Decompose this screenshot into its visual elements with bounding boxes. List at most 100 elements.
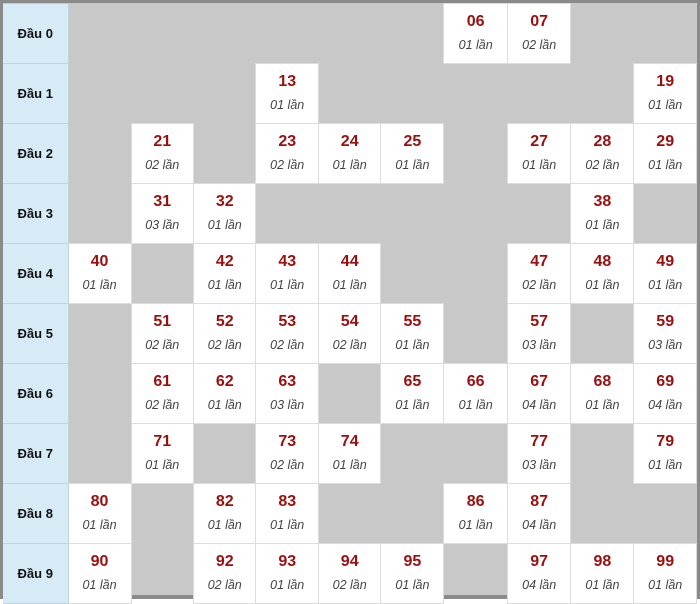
number-cell: 42 01 lần — [192, 243, 257, 304]
empty-cell — [68, 424, 131, 484]
empty-cell — [444, 244, 508, 304]
row-header: Đầu 6 — [3, 363, 69, 424]
number-value: 28 — [593, 133, 612, 150]
number-value: 57 — [530, 313, 549, 330]
number-cell: 99 01 lần — [633, 543, 697, 604]
number-cell: 98 01 lần — [570, 543, 635, 604]
number-cell: 74 01 lần — [317, 423, 382, 484]
number-cell: 24 01 lần — [317, 123, 382, 184]
empty-cell — [68, 304, 131, 364]
table-row: Đầu 8 80 01 lần 82 01 lần 83 01 lần 86 01 lần 87 0… — [3, 483, 697, 544]
number-value: 44 — [340, 253, 359, 270]
occurrence-count: 01 lần — [207, 518, 242, 532]
table-row: Đầu 1 13 01 lần 19 01 lần — [3, 63, 697, 124]
empty-cell — [131, 244, 193, 304]
number-value: 48 — [593, 253, 612, 270]
number-value: 53 — [278, 313, 297, 330]
number-cell: 38 01 lần — [570, 183, 635, 244]
number-cell: 29 01 lần — [633, 123, 697, 184]
number-cell: 51 02 lần — [130, 303, 194, 364]
empty-cell — [193, 4, 255, 64]
number-cell: 69 04 lần — [633, 363, 697, 424]
row-header: Đầu 9 — [3, 543, 69, 604]
empty-cell — [571, 4, 634, 64]
occurrence-count: 04 lần — [522, 398, 557, 412]
empty-cell — [571, 304, 634, 364]
table-row: Đầu 3 31 03 lần 32 01 lần 38 01 lần — [3, 183, 697, 244]
occurrence-count: 01 lần — [270, 278, 305, 292]
row-header: Đầu 8 — [3, 483, 69, 544]
occurrence-count: 01 lần — [270, 98, 305, 112]
occurrence-count: 01 lần — [207, 278, 242, 292]
empty-cell — [571, 484, 634, 544]
row-header: Đầu 1 — [3, 63, 69, 124]
number-cell: 71 01 lần — [130, 423, 194, 484]
number-cell: 95 01 lần — [380, 543, 445, 604]
occurrence-count: 01 lần — [522, 158, 557, 172]
occurrence-count: 01 lần — [458, 38, 493, 52]
occurrence-count: 02 lần — [145, 398, 180, 412]
occurrence-count: 02 lần — [145, 158, 180, 172]
number-cell: 40 01 lần — [67, 243, 132, 304]
occurrence-count: 02 lần — [522, 278, 557, 292]
occurrence-count: 01 lần — [332, 458, 367, 472]
occurrence-count: 01 lần — [585, 278, 620, 292]
occurrence-count: 02 lần — [207, 338, 242, 352]
occurrence-count: 01 lần — [332, 158, 367, 172]
empty-cell — [68, 364, 131, 424]
number-cell: 67 04 lần — [506, 363, 572, 424]
number-value: 90 — [90, 553, 109, 570]
table-row: Đầu 2 21 02 lần 23 02 lần 24 01 lần 25 01 lần 27 0… — [3, 123, 697, 184]
number-cell: 92 02 lần — [192, 543, 257, 604]
empty-cell — [318, 4, 380, 64]
empty-cell — [381, 64, 444, 124]
occurrence-count: 01 lần — [585, 578, 620, 592]
empty-cell — [444, 184, 508, 244]
empty-cell — [381, 424, 444, 484]
number-value: 80 — [90, 493, 109, 510]
number-cell: 53 02 lần — [255, 303, 319, 364]
number-cell: 23 02 lần — [255, 123, 319, 184]
number-value: 42 — [215, 253, 234, 270]
occurrence-count: 02 lần — [207, 578, 242, 592]
empty-cell — [634, 484, 697, 544]
number-cell: 77 03 lần — [506, 423, 572, 484]
number-value: 83 — [278, 493, 297, 510]
occurrence-count: 01 lần — [648, 278, 683, 292]
table-row: Đầu 4 40 01 lần 42 01 lần 43 01 lần 44 01 lần 47 0… — [3, 243, 697, 304]
number-cell: 57 03 lần — [506, 303, 572, 364]
occurrence-count: 02 lần — [522, 38, 557, 52]
number-value: 62 — [215, 373, 234, 390]
number-cell: 63 03 lần — [255, 363, 319, 424]
empty-cell — [507, 184, 571, 244]
occurrence-count: 02 lần — [270, 158, 305, 172]
occurrence-count: 01 lần — [648, 458, 683, 472]
number-value: 82 — [215, 493, 234, 510]
empty-cell — [381, 484, 444, 544]
table-row: Đầu 5 51 02 lần 52 02 lần 53 02 lần 54 02 lần 55 0… — [3, 303, 697, 364]
number-cell: 54 02 lần — [317, 303, 382, 364]
number-cell: 21 02 lần — [130, 123, 194, 184]
number-cell: 80 01 lần — [67, 483, 132, 544]
occurrence-count: 01 lần — [82, 578, 117, 592]
number-cell: 90 01 lần — [67, 543, 132, 604]
number-value: 13 — [278, 73, 297, 90]
number-cell: 07 02 lần — [506, 3, 572, 64]
row-header: Đầu 2 — [3, 123, 69, 184]
empty-cell — [444, 304, 508, 364]
number-value: 79 — [656, 433, 675, 450]
row-header: Đầu 7 — [3, 423, 69, 484]
number-value: 63 — [278, 373, 297, 390]
empty-cell — [131, 64, 193, 124]
row-header: Đầu 4 — [3, 243, 69, 304]
empty-cell — [68, 124, 131, 184]
occurrence-count: 01 lần — [270, 578, 305, 592]
empty-cell — [318, 64, 380, 124]
occurrence-count: 01 lần — [395, 398, 430, 412]
occurrence-count: 04 lần — [522, 518, 557, 532]
number-value: 92 — [215, 553, 234, 570]
occurrence-count: 01 lần — [82, 278, 117, 292]
occurrence-count: 01 lần — [458, 398, 493, 412]
number-cell: 43 01 lần — [255, 243, 319, 304]
number-value: 19 — [656, 73, 675, 90]
